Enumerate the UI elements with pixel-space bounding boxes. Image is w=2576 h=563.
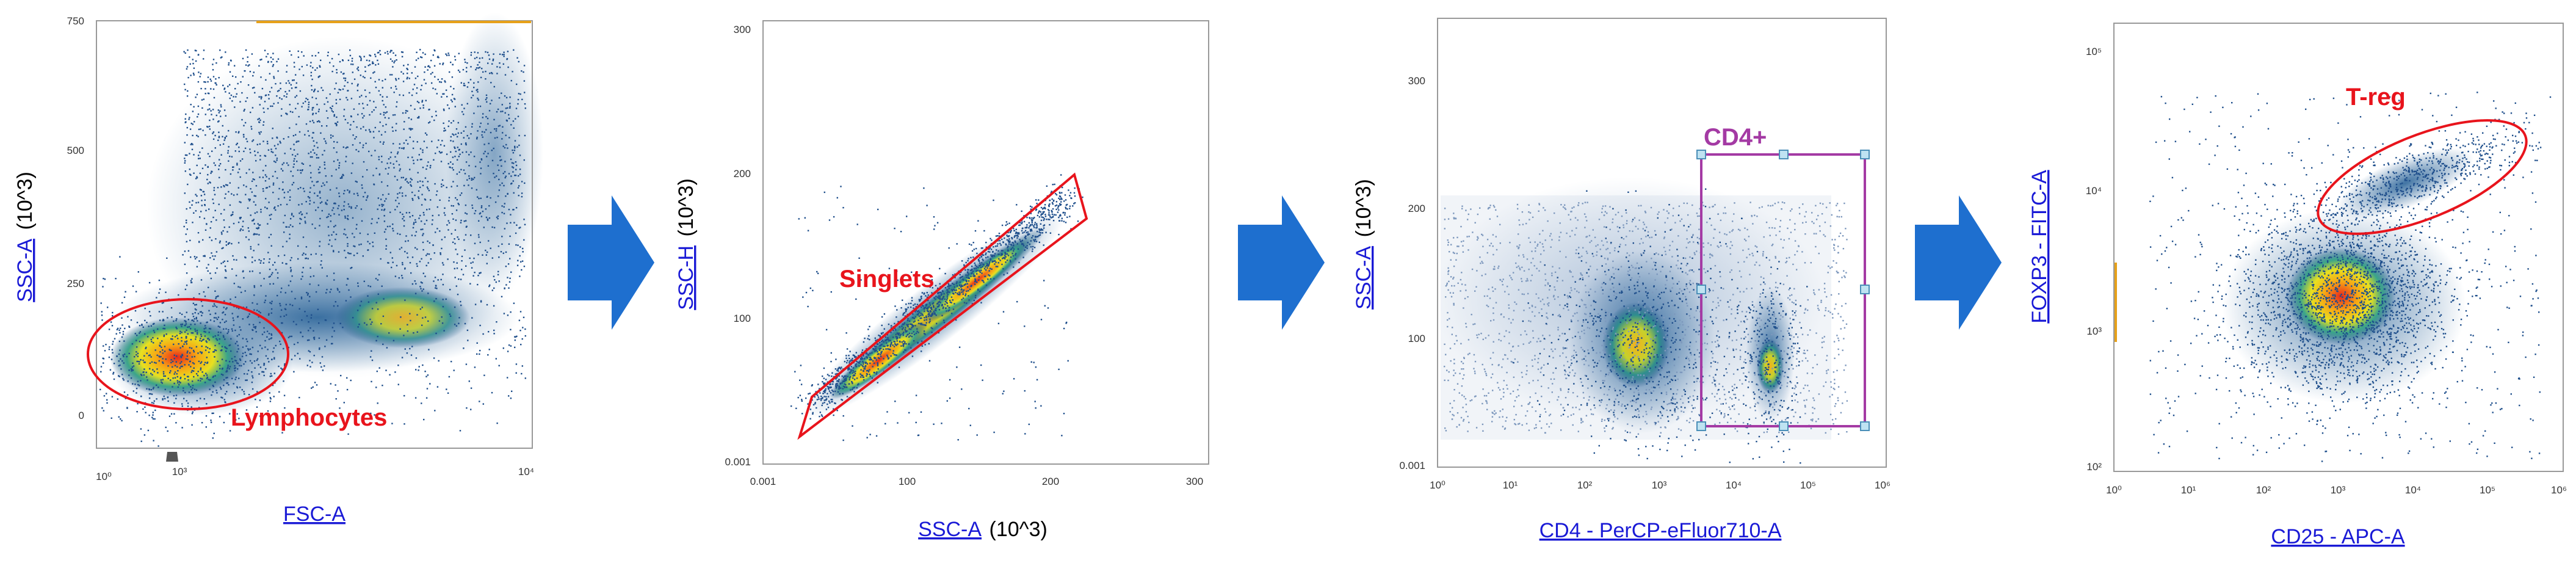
x-tick-e3: 10³ xyxy=(2331,484,2346,496)
x-tick-e0: 10⁰ xyxy=(2106,484,2122,496)
panel-1-lymphocytes: Lymphocytes 750 500 250 0 10⁰ 10³ 10⁴ FS… xyxy=(13,12,543,526)
treg-gate[interactable] xyxy=(2304,97,2541,257)
y-tick-300: 300 xyxy=(1408,75,1425,87)
x-tick-e5: 10⁵ xyxy=(2480,484,2495,496)
y-tick-250: 250 xyxy=(67,278,84,289)
lymphocytes-gate[interactable] xyxy=(87,298,289,410)
y-tick-e3: 10³ xyxy=(2086,325,2102,337)
x-tick-e6: 10⁶ xyxy=(1875,479,1890,491)
panel-2-singlets: Singlets 300 200 100 0.001 0.001 100 200… xyxy=(675,20,1209,541)
flow-arrow-icon xyxy=(1238,195,1325,330)
y-tick-100: 100 xyxy=(734,313,751,324)
y-axis-label[interactable]: SSC-H (10^3) xyxy=(675,178,698,310)
y-tick-e5: 10⁵ xyxy=(2086,46,2102,57)
y-axis-label[interactable]: FOXP3 - FITC-A xyxy=(2028,170,2051,324)
x-tick-3: 10⁴ xyxy=(518,466,534,478)
singlets-gate[interactable] xyxy=(797,172,1088,440)
scatter-points xyxy=(2149,92,2552,462)
x-tick-e4: 10⁴ xyxy=(2405,484,2421,496)
x-tick-e3: 10³ xyxy=(1652,479,1667,491)
x-tick-100: 100 xyxy=(899,476,916,487)
y-tick-e2: 10² xyxy=(2086,461,2102,473)
x-tick-300: 300 xyxy=(1186,476,1203,487)
y-tick-0: 0.001 xyxy=(725,456,751,468)
singlets-gate-label: Singlets xyxy=(839,266,935,292)
y-tick-e4: 10⁴ xyxy=(2086,185,2102,197)
x-tick-0: 0.001 xyxy=(750,476,776,487)
y-tick-300: 300 xyxy=(734,24,751,35)
x-tick-e4: 10⁴ xyxy=(1726,479,1742,491)
y-axis-label[interactable]: SSC-A (10^3) xyxy=(1352,179,1375,310)
x-tick-e1: 10¹ xyxy=(1503,479,1518,491)
y-tick-0: 0 xyxy=(79,410,84,421)
scatter-points xyxy=(99,49,526,447)
x-tick-e2: 10² xyxy=(1577,479,1593,491)
y-axis-label[interactable]: SSC-A (10^3) xyxy=(13,172,37,302)
flow-arrow-icon xyxy=(1915,195,2002,330)
x-axis-label[interactable]: FSC-A xyxy=(283,503,346,526)
axis-marker-icon xyxy=(166,452,178,462)
y-tick-200: 200 xyxy=(1408,203,1425,214)
y-tick-500: 500 xyxy=(67,145,84,156)
x-tick-e2: 10² xyxy=(2256,484,2271,496)
x-tick-1: 10⁰ xyxy=(96,471,112,482)
flow-arrow-icon xyxy=(568,195,654,330)
treg-gate-label: T-reg xyxy=(2346,84,2406,111)
y-tick-100: 100 xyxy=(1408,333,1425,344)
x-tick-e0: 10⁰ xyxy=(1430,479,1445,491)
gate-handles[interactable] xyxy=(1696,150,1870,431)
x-tick-e5: 10⁵ xyxy=(1800,479,1816,491)
x-tick-e6: 10⁶ xyxy=(2551,484,2567,496)
cd4-positive-gate-label: CD4+ xyxy=(1704,124,1767,151)
panel-3-cd4: CD4+ 300 200 100 0.001 10⁰ 10¹ 10² 10³ 1… xyxy=(1352,18,1890,542)
x-axis-label[interactable]: CD25 - APC-A xyxy=(2271,525,2404,548)
lymphocytes-gate-label: Lymphocytes xyxy=(231,404,387,431)
x-tick-200: 200 xyxy=(1042,476,1059,487)
y-tick-200: 200 xyxy=(734,168,751,180)
y-tick-0: 0.001 xyxy=(1399,460,1425,471)
x-tick-e1: 10¹ xyxy=(2181,484,2196,496)
panel-4-treg: T-reg 10⁵ 10⁴ 10³ 10² 10⁰ 10¹ 10² 10³ 10… xyxy=(2028,23,2567,548)
x-axis-label[interactable]: CD4 - PerCP-eFluor710-A xyxy=(1539,519,1782,542)
scatter-points xyxy=(1444,188,1848,464)
x-axis-label[interactable]: SSC-A (10^3) xyxy=(918,518,1047,541)
y-tick-750: 750 xyxy=(67,15,84,27)
x-tick-2: 10³ xyxy=(172,466,187,478)
